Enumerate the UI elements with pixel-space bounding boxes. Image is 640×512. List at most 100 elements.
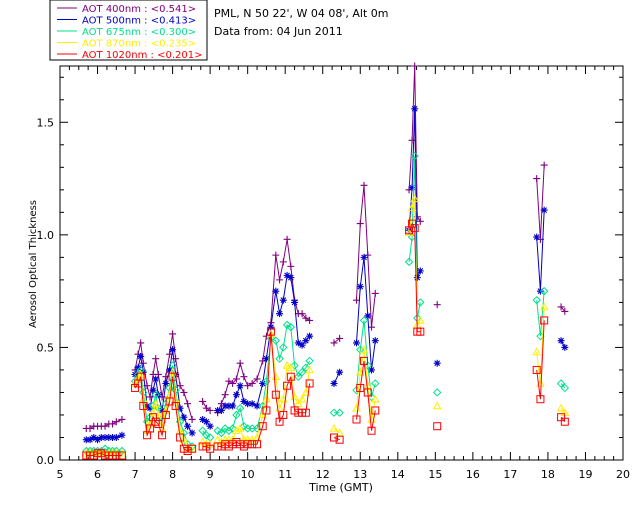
data-point-square — [266, 327, 275, 336]
data-point-square — [532, 365, 541, 374]
data-point-asterisk — [137, 352, 145, 360]
data-point-plus — [184, 400, 192, 408]
x-tick-label: 11 — [278, 468, 292, 481]
data-point-plus — [411, 62, 419, 70]
data-point-diamond — [151, 390, 160, 399]
data-point-asterisk — [253, 402, 261, 410]
data-point-diamond — [305, 356, 314, 366]
data-point-square — [283, 381, 292, 390]
data-point-asterisk — [283, 271, 291, 279]
data-point-asterisk — [225, 402, 233, 410]
series-line — [217, 239, 310, 413]
series-line — [536, 320, 545, 400]
data-point-plus — [253, 375, 261, 383]
data-point-diamond — [560, 383, 570, 393]
data-point-plus — [86, 424, 94, 432]
data-point-plus — [533, 175, 541, 183]
data-point-triangle — [556, 403, 566, 412]
data-point-plus — [236, 359, 244, 367]
series-2 — [82, 151, 570, 456]
data-point-plus — [353, 296, 361, 304]
data-point-asterisk — [154, 391, 162, 399]
data-point-asterisk — [94, 436, 102, 444]
data-point-asterisk — [356, 283, 364, 291]
data-point-plus — [287, 262, 295, 270]
series-line — [134, 372, 193, 450]
data-point-plus — [276, 276, 284, 284]
data-point-asterisk — [336, 368, 344, 376]
y-tick-label: 0.0 — [37, 454, 55, 467]
x-tick-label: 7 — [132, 468, 139, 481]
data-point-square — [408, 219, 417, 228]
data-point-triangle — [258, 410, 268, 419]
data-point-asterisk — [433, 359, 441, 367]
data-point-diamond — [286, 322, 296, 332]
data-point-plus — [180, 388, 188, 396]
data-point-asterisk — [561, 343, 569, 351]
data-point-diamond — [220, 424, 230, 433]
x-axis-label: Time (GMT) — [308, 481, 373, 494]
data-point-diamond — [266, 334, 276, 343]
data-point-square — [271, 390, 280, 399]
data-point-asterisk — [276, 310, 284, 318]
data-point-square — [112, 451, 121, 460]
data-point-asterisk — [176, 404, 184, 412]
data-point-plus — [225, 377, 233, 385]
data-point-diamond — [282, 320, 292, 330]
data-point-square — [165, 397, 174, 406]
x-tick-label: 15 — [428, 468, 442, 481]
data-point-square — [117, 451, 126, 460]
data-point-diamond — [232, 410, 241, 420]
data-point-triangle — [305, 365, 314, 374]
axes: 5 6 7 8 9 10 11 12 13 14 15 16 17 18 19 20 0.0 0.5 1.0 1.5 — [37, 66, 630, 481]
series-line — [408, 156, 421, 319]
x-tick-label: 13 — [353, 468, 367, 481]
data-point-square — [262, 406, 271, 415]
data-point-square — [363, 388, 372, 397]
data-point-asterisk — [416, 267, 424, 275]
data-point-triangle — [235, 423, 245, 432]
data-point-asterisk — [184, 422, 192, 430]
data-point-plus — [371, 289, 379, 297]
data-point-plus — [298, 310, 306, 318]
data-point-diamond — [217, 428, 226, 438]
legend-label: AOT 675nm : <0.300> — [82, 27, 196, 38]
x-tick-label: 10 — [241, 468, 255, 481]
x-tick-label: 6 — [94, 468, 101, 481]
data-point-plus — [229, 379, 237, 387]
data-point-asterisk — [166, 366, 174, 374]
data-point-triangle — [301, 387, 311, 396]
data-point-asterisk — [97, 433, 105, 441]
data-point-diamond — [416, 298, 425, 307]
data-point-diamond — [301, 363, 311, 372]
data-point-asterisk — [118, 431, 126, 439]
data-point-square — [279, 410, 288, 419]
data-point-triangle — [539, 302, 549, 311]
site-info: PML, N 50 22', W 04 08', Alt 0m — [214, 7, 388, 20]
data-point-plus — [232, 375, 240, 383]
data-point-square — [146, 424, 155, 433]
data-point-asterisk — [109, 433, 117, 441]
data-point-plus — [244, 382, 252, 390]
series-line — [560, 306, 566, 312]
series-line — [408, 108, 421, 278]
data-point-square — [536, 395, 545, 404]
data-point-square — [154, 419, 163, 428]
data-point-plus — [137, 339, 145, 347]
data-point-square — [540, 316, 549, 325]
data-point-square — [253, 440, 262, 449]
data-point-asterisk — [557, 337, 565, 345]
data-point-diamond — [433, 388, 442, 397]
data-point-square — [356, 383, 365, 392]
data-point-plus — [206, 406, 214, 414]
data-point-asterisk — [371, 337, 379, 345]
data-point-asterisk — [180, 413, 188, 421]
data-point-diamond — [294, 372, 303, 381]
series-1 — [82, 105, 569, 444]
data-point-asterisk — [294, 339, 302, 347]
data-point-asterisk — [217, 406, 225, 414]
data-point-plus — [202, 404, 210, 412]
data-point-asterisk — [221, 402, 229, 410]
data-point-plus — [176, 382, 184, 390]
data-point-asterisk — [302, 337, 310, 345]
